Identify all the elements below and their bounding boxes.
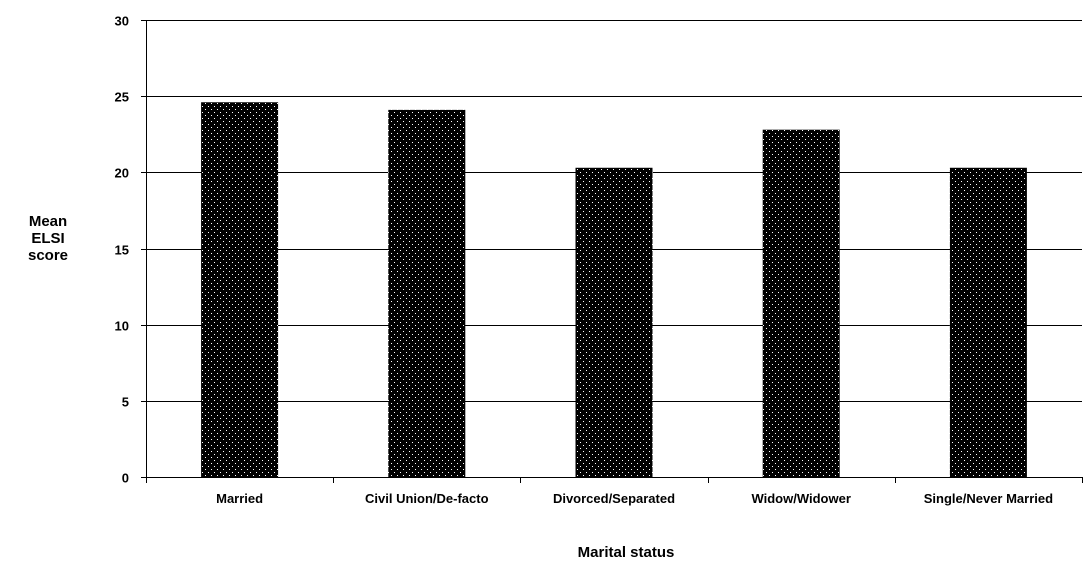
tick-labels: 0 5 10 15 20 25 30 Married Civil Union/De-facto D… — [115, 14, 1054, 507]
y-tick-label: 20 — [115, 166, 129, 181]
bar — [575, 167, 653, 477]
y-tick-label: 5 — [122, 395, 129, 410]
bar — [762, 129, 840, 477]
x-tick-label: Widow/Widower — [751, 491, 850, 506]
bar — [949, 167, 1027, 477]
y-axis-title: Mean ELSI score — [28, 213, 68, 264]
y-axis-title-line: score — [28, 247, 68, 264]
x-axis-title: Marital status — [578, 544, 675, 561]
x-tick-label: Single/Never Married — [924, 491, 1053, 506]
bar — [201, 102, 279, 477]
x-tick-label: Married — [216, 491, 263, 506]
x-tick-label: Divorced/Separated — [553, 491, 675, 506]
bar — [388, 109, 466, 478]
axes — [141, 20, 1083, 483]
y-tick-label: 15 — [115, 243, 129, 258]
y-axis-title-line: ELSI — [31, 230, 64, 247]
y-tick-label: 0 — [122, 471, 129, 486]
y-axis-title-line: Mean — [29, 213, 67, 230]
x-tick-label: Civil Union/De-facto — [365, 491, 489, 506]
y-tick-label: 10 — [115, 319, 129, 334]
bars — [201, 102, 1027, 478]
y-tick-label: 25 — [115, 90, 129, 105]
y-tick-label: 30 — [115, 14, 129, 29]
